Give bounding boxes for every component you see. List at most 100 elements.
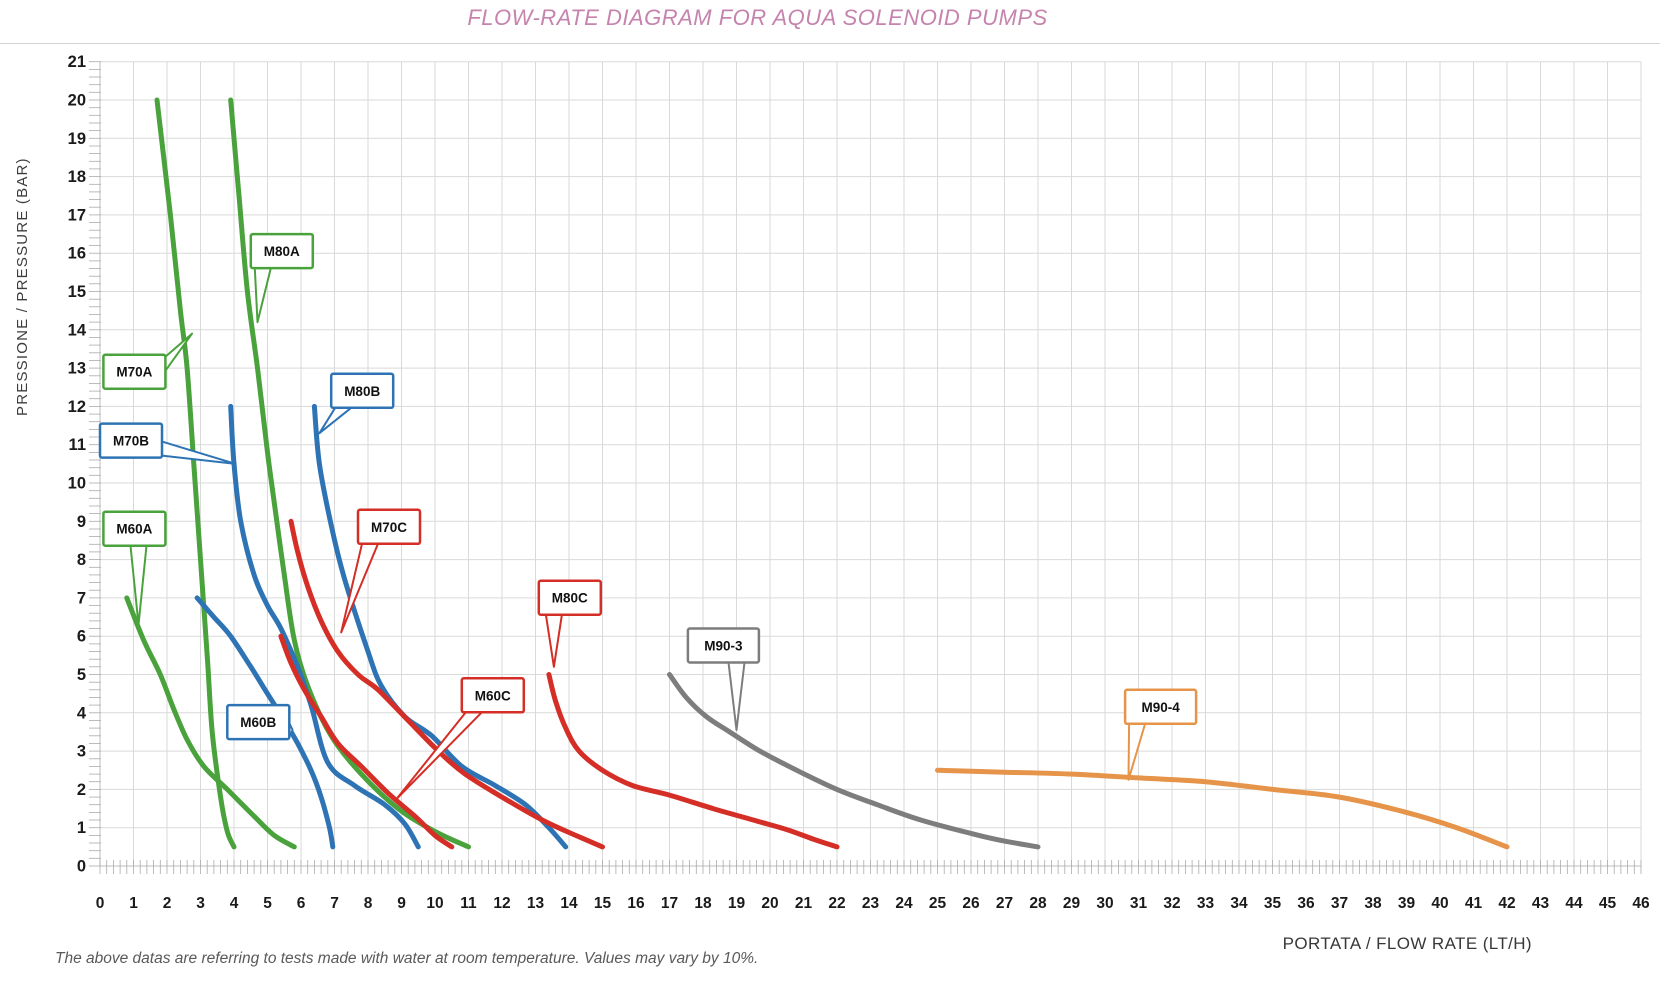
svg-text:21: 21 xyxy=(795,895,813,912)
svg-text:M80C: M80C xyxy=(552,591,588,606)
svg-text:M70C: M70C xyxy=(371,520,407,535)
label-m70b: M70B xyxy=(98,422,237,465)
grid xyxy=(99,61,1642,867)
svg-text:25: 25 xyxy=(929,895,947,912)
svg-text:39: 39 xyxy=(1398,895,1416,912)
svg-text:3: 3 xyxy=(196,895,205,912)
svg-text:16: 16 xyxy=(627,895,645,912)
curve-m70a xyxy=(154,97,237,850)
svg-text:19: 19 xyxy=(728,895,746,912)
label-m60c: M60C xyxy=(395,677,526,800)
svg-text:0: 0 xyxy=(96,895,105,912)
svg-text:18: 18 xyxy=(68,168,86,186)
svg-text:4: 4 xyxy=(230,895,239,912)
svg-text:6: 6 xyxy=(297,895,306,912)
svg-text:7: 7 xyxy=(330,895,339,912)
svg-text:26: 26 xyxy=(962,895,980,912)
svg-text:33: 33 xyxy=(1197,895,1215,912)
svg-text:40: 40 xyxy=(1431,895,1448,912)
svg-text:14: 14 xyxy=(68,321,87,339)
svg-text:M70A: M70A xyxy=(116,365,152,380)
svg-text:M90-3: M90-3 xyxy=(704,639,743,654)
svg-text:43: 43 xyxy=(1532,895,1550,912)
svg-text:M80B: M80B xyxy=(344,384,380,399)
svg-text:M90-4: M90-4 xyxy=(1141,700,1180,715)
svg-text:27: 27 xyxy=(996,895,1013,912)
svg-text:11: 11 xyxy=(460,895,477,912)
svg-text:41: 41 xyxy=(1465,895,1483,912)
svg-text:29: 29 xyxy=(1063,895,1081,912)
svg-text:13: 13 xyxy=(527,895,545,912)
curve-m60c xyxy=(278,633,455,850)
svg-text:2: 2 xyxy=(77,781,86,799)
svg-text:10: 10 xyxy=(426,895,443,912)
svg-text:3: 3 xyxy=(77,743,86,761)
svg-text:34: 34 xyxy=(1230,895,1248,912)
curve-m90-3 xyxy=(667,672,1041,850)
svg-text:37: 37 xyxy=(1331,895,1348,912)
svg-text:M70B: M70B xyxy=(113,434,149,449)
svg-text:1: 1 xyxy=(129,895,138,912)
label-m90-4: M90-4 xyxy=(1123,688,1198,781)
label-m70a: M70A xyxy=(102,332,194,390)
x-axis-title: PORTATA / FLOW RATE (LT/H) xyxy=(1282,934,1532,953)
svg-text:44: 44 xyxy=(1565,895,1583,912)
svg-text:9: 9 xyxy=(77,513,86,531)
svg-text:5: 5 xyxy=(263,895,272,912)
svg-text:13: 13 xyxy=(68,360,86,378)
svg-text:17: 17 xyxy=(68,206,86,224)
svg-text:15: 15 xyxy=(68,283,86,301)
svg-text:46: 46 xyxy=(1632,895,1650,912)
svg-text:15: 15 xyxy=(594,895,612,912)
label-m80b: M80B xyxy=(318,372,395,435)
svg-text:M60B: M60B xyxy=(240,715,276,730)
svg-text:M80A: M80A xyxy=(264,244,300,259)
svg-text:6: 6 xyxy=(77,628,86,646)
svg-text:38: 38 xyxy=(1364,895,1382,912)
y-minor-ticks xyxy=(89,61,101,867)
svg-text:7: 7 xyxy=(77,589,86,607)
chart-title: FLOW-RATE DIAGRAM FOR AQUA SOLENOID PUMP… xyxy=(467,5,1048,30)
label-m80a: M80A xyxy=(249,232,315,324)
x-tick-labels: 0 1 2 3 4 5 6 7 8 9 10 11 12 13 14 15 16 17 18 19 20 21 22 23 24… xyxy=(96,895,1650,912)
title-divider xyxy=(0,43,1660,44)
label-m70c: M70C xyxy=(340,508,422,634)
svg-text:20: 20 xyxy=(761,895,778,912)
curve-m80b xyxy=(311,403,569,850)
label-m60b: M60B xyxy=(226,703,294,741)
svg-text:30: 30 xyxy=(1096,895,1113,912)
curve-m60a xyxy=(124,595,297,850)
x-minor-ticks xyxy=(99,860,1642,874)
svg-text:18: 18 xyxy=(694,895,712,912)
svg-text:21: 21 xyxy=(68,53,86,71)
svg-text:11: 11 xyxy=(69,436,86,454)
svg-text:10: 10 xyxy=(68,475,86,493)
label-m60a: M60A xyxy=(102,510,167,626)
svg-text:9: 9 xyxy=(397,895,406,912)
svg-text:17: 17 xyxy=(661,895,678,912)
svg-text:19: 19 xyxy=(68,130,86,148)
svg-text:12: 12 xyxy=(68,398,86,416)
svg-text:0: 0 xyxy=(77,858,86,876)
svg-text:M60A: M60A xyxy=(116,522,152,537)
svg-text:42: 42 xyxy=(1498,895,1515,912)
curve-m80c xyxy=(546,672,840,850)
svg-text:35: 35 xyxy=(1264,895,1282,912)
svg-text:36: 36 xyxy=(1297,895,1315,912)
curve-m70b xyxy=(228,403,421,850)
svg-text:8: 8 xyxy=(77,551,86,569)
svg-text:16: 16 xyxy=(68,245,86,263)
svg-text:20: 20 xyxy=(68,92,86,110)
curve-m80a xyxy=(228,97,471,850)
footnote: The above datas are referring to tests m… xyxy=(55,950,759,967)
svg-text:28: 28 xyxy=(1029,895,1047,912)
svg-text:2: 2 xyxy=(163,895,172,912)
svg-text:14: 14 xyxy=(560,895,578,912)
svg-text:5: 5 xyxy=(77,666,86,684)
svg-text:32: 32 xyxy=(1163,895,1180,912)
label-m90-3: M90-3 xyxy=(686,627,761,731)
svg-text:M60C: M60C xyxy=(475,688,511,703)
